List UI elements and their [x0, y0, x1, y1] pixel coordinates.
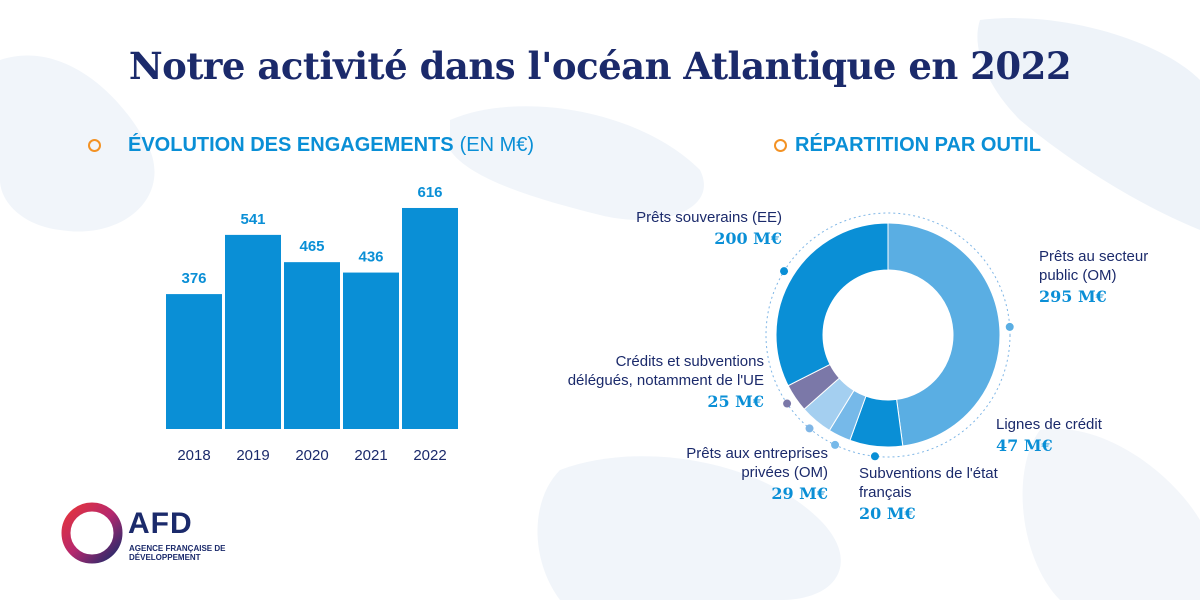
bar-section-heading: ÉVOLUTION DES ENGAGEMENTS (EN M€): [88, 134, 534, 157]
bar-value-label: 465: [299, 238, 324, 255]
bar-2022: [402, 207, 458, 429]
x-tick-label: 2019: [236, 447, 269, 464]
donut-slice-5: [775, 222, 889, 387]
slice-label-subventions-etat: Subventions de l'état français 20 M€: [859, 465, 998, 523]
slice-label-entreprises-privees: Prêts aux entreprises privées (OM) 29 M€: [686, 445, 828, 503]
afd-ring-icon: [61, 502, 123, 564]
slice-marker-dot: [1005, 322, 1014, 331]
logo-subtitle: AGENCE FRANÇAISE DE DÉVELOPPEMENT: [129, 544, 226, 562]
x-tick-label: 2020: [295, 447, 328, 464]
bar-2021: [343, 272, 399, 429]
slice-label-prets-souverains: Prêts souverains (EE) 200 M€: [636, 209, 782, 248]
page-title: Notre activité dans l'océan Atlantique e…: [128, 44, 1072, 88]
bar-heading-unit: (EN M€): [459, 134, 535, 156]
bar-2020: [284, 262, 340, 429]
bullet-circle-icon: [774, 139, 787, 152]
bar-value-label: 616: [417, 184, 442, 201]
donut-slice-0: [887, 222, 1001, 447]
bar-heading-bold: ÉVOLUTION DES ENGAGEMENTS: [128, 134, 454, 156]
slice-marker-dot: [780, 267, 789, 276]
slice-label-secteur-public: Prêts au secteur public (OM) 295 M€: [1039, 248, 1149, 306]
bar-2018: [166, 294, 222, 429]
x-tick-label: 2022: [413, 447, 446, 464]
slice-label-lignes-credit: Lignes de crédit 47 M€: [996, 416, 1102, 455]
logo-name: AFD: [128, 507, 193, 540]
x-tick-label: 2021: [354, 447, 387, 464]
bar-value-label: 541: [240, 211, 265, 228]
bullet-circle-icon: [88, 139, 101, 152]
afd-logo: AFD AGENCE FRANÇAISE DE DÉVELOPPEMENT: [58, 497, 225, 574]
bar-2019: [225, 234, 281, 429]
slice-label-credits-delegues: Crédits et subventions délégués, notamme…: [567, 353, 764, 411]
x-tick-label: 2018: [177, 447, 210, 464]
slice-marker-dot: [831, 440, 840, 449]
slice-marker-dot: [783, 399, 792, 408]
slice-marker-dot: [805, 424, 814, 433]
donut-guide-ring: [765, 212, 1011, 458]
slice-marker-dot: [870, 452, 879, 461]
bar-value-label: 376: [181, 270, 206, 287]
bar-value-label: 436: [358, 249, 383, 266]
donut-heading: RÉPARTITION PAR OUTIL: [795, 134, 1041, 156]
donut-section-heading: RÉPARTITION PAR OUTIL: [774, 134, 1041, 157]
